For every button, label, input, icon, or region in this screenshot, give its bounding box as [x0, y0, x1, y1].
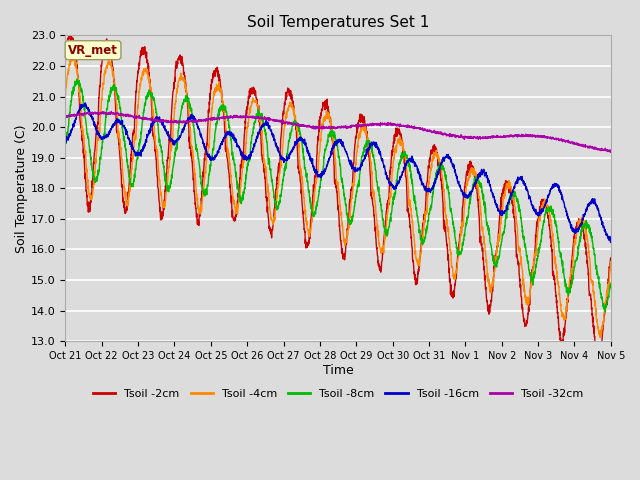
- X-axis label: Time: Time: [323, 364, 353, 377]
- Legend: Tsoil -2cm, Tsoil -4cm, Tsoil -8cm, Tsoil -16cm, Tsoil -32cm: Tsoil -2cm, Tsoil -4cm, Tsoil -8cm, Tsoi…: [88, 384, 588, 403]
- Text: VR_met: VR_met: [68, 44, 118, 57]
- Title: Soil Temperatures Set 1: Soil Temperatures Set 1: [247, 15, 429, 30]
- Y-axis label: Soil Temperature (C): Soil Temperature (C): [15, 124, 28, 252]
